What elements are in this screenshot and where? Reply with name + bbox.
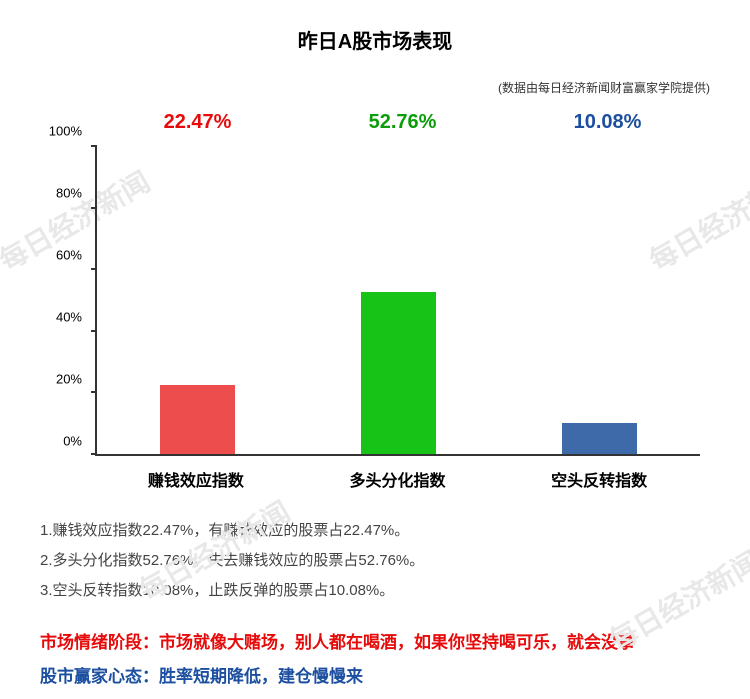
y-axis-tick: 100% (49, 124, 82, 139)
y-axis-tick: 0% (63, 434, 82, 449)
footer-commentary: 市场情绪阶段：市场就像大赌场，别人都在喝酒，如果你坚持喝可乐，就会没事股市赢家心… (40, 626, 710, 694)
x-axis-label: 赚钱效应指数 (95, 467, 296, 491)
chart-notes: 1.赚钱效应指数22.47%，有赚钱效应的股票占22.47%。2.多头分化指数5… (40, 516, 710, 606)
chart-bar (361, 292, 436, 455)
y-axis-tick: 40% (56, 310, 82, 325)
note-line: 1.赚钱效应指数22.47%，有赚钱效应的股票占22.47%。 (40, 516, 710, 546)
note-line: 3.空头反转指数10.08%，止跌反弹的股票占10.08%。 (40, 576, 710, 606)
note-line: 2.多头分化指数52.76%，失去赚钱效应的股票占52.76%。 (40, 546, 710, 576)
x-axis-label: 空头反转指数 (498, 467, 699, 491)
footer-line: 市场情绪阶段：市场就像大赌场，别人都在喝酒，如果你坚持喝可乐，就会没事 (40, 626, 710, 660)
page-title: 昨日A股市场表现 (0, 0, 750, 54)
market-performance-chart: 22.47%52.76%10.08% 0% 20% 40% 60% 80% 100% 赚钱… (40, 111, 710, 491)
x-axis-label: 多头分化指数 (297, 467, 498, 491)
bar-value-label: 22.47% (95, 111, 300, 134)
chart-bar (160, 385, 235, 454)
footer-line: 股市赢家心态：胜率短期降低，建仓慢慢来 (40, 660, 710, 694)
data-source-note: (数据由每日经济新闻财富赢家学院提供) (0, 54, 750, 96)
chart-bar (562, 423, 637, 454)
bar-value-label: 10.08% (505, 111, 710, 134)
bar-value-label: 52.76% (300, 111, 505, 134)
y-axis-tick: 60% (56, 248, 82, 263)
y-axis-tick: 20% (56, 372, 82, 387)
y-axis-tick: 80% (56, 186, 82, 201)
